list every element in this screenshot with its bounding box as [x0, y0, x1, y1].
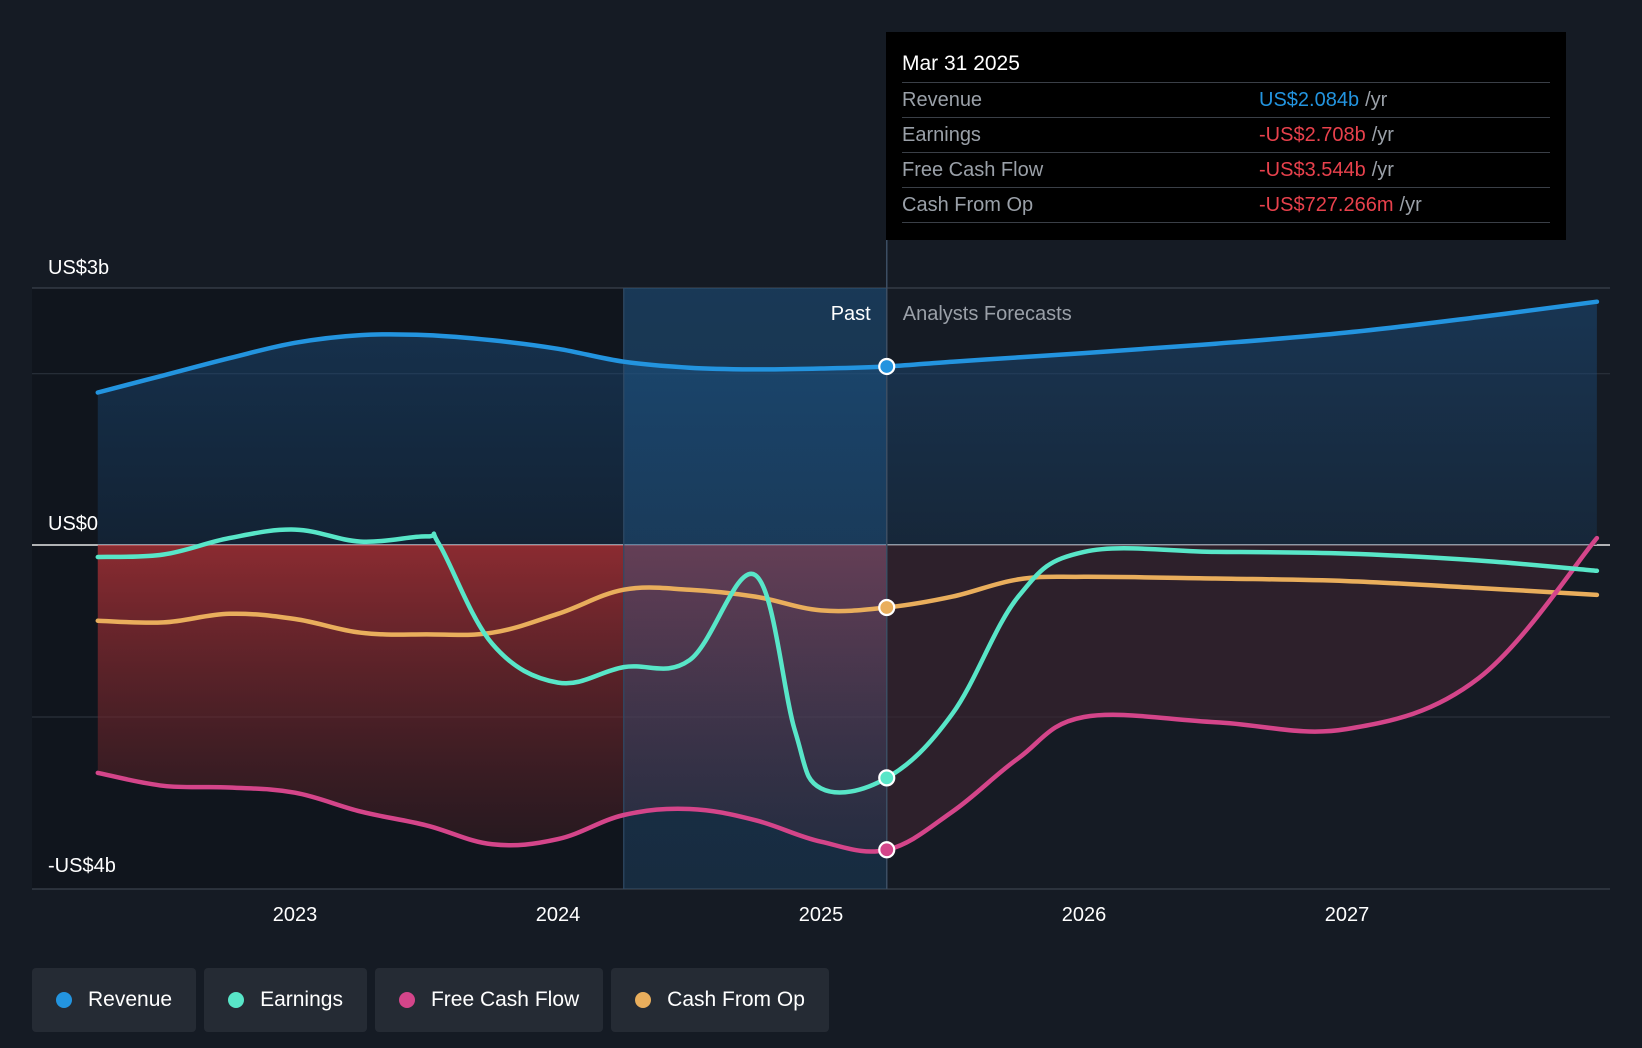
tooltip-row-revenue: Revenue US$2.084b /yr: [902, 82, 1550, 117]
legend: Revenue Earnings Free Cash Flow Cash Fro…: [32, 968, 829, 1032]
y-tick-label-zero: US$0: [48, 513, 98, 535]
analysts-forecasts-label: Analysts Forecasts: [903, 303, 1072, 325]
y-tick-label-top: US$3b: [48, 257, 109, 279]
x-tick-label-2026: 2026: [1062, 904, 1107, 926]
legend-label: Free Cash Flow: [430, 988, 580, 1011]
legend-label: Cash From Op: [667, 988, 805, 1011]
tooltip-row-unit: /yr: [1365, 89, 1388, 111]
legend-item-cash-from-op[interactable]: Cash From Op: [611, 968, 829, 1032]
tooltip-row-label: Cash From Op: [902, 194, 1034, 216]
legend-dot-icon: [398, 992, 415, 1008]
legend-dot-icon: [228, 992, 245, 1008]
tooltip-row-unit: /yr: [1371, 124, 1394, 146]
tooltip-row-label: Free Cash Flow: [902, 159, 1044, 181]
earnings-marker: [878, 769, 896, 787]
legend-label: Earnings: [260, 988, 343, 1011]
cash-from-op-marker: [878, 598, 896, 617]
tooltip-row-free-cash-flow: Free Cash Flow -US$3.544b /yr: [902, 152, 1550, 187]
tooltip-row-value: US$2.084b: [1259, 89, 1360, 111]
x-tick-label-2023: 2023: [273, 904, 318, 926]
tooltip-panel: Mar 31 2025 Revenue US$2.084b /yr Earnin…: [886, 32, 1566, 240]
tooltip-row-value: -US$2.708b: [1259, 124, 1366, 146]
legend-dot-icon: [56, 992, 72, 1008]
tooltip-row-label: Revenue: [902, 89, 983, 111]
tooltip-row-value: -US$727.266m: [1259, 194, 1394, 216]
earnings-line: [95, 527, 1600, 795]
tooltip-row-unit: /yr: [1399, 194, 1422, 216]
tooltip-row-cash-from-op: Cash From Op -US$727.266m /yr: [902, 187, 1550, 223]
x-tick-label-2027: 2027: [1325, 904, 1370, 926]
series-lines: [95, 299, 1600, 854]
value-markers: [878, 357, 896, 859]
tooltip-row-earnings: Earnings -US$2.708b /yr: [902, 117, 1550, 152]
negative-area-forecast: [886, 538, 1597, 850]
legend-dot-icon: [635, 992, 652, 1008]
y-tick-label-bottom: -US$4b: [48, 855, 116, 877]
free-cash-flow-line: [95, 535, 1600, 854]
revenue-line: [95, 299, 1600, 395]
free-cash-flow-marker: [878, 841, 896, 859]
x-tick-label-2024: 2024: [536, 904, 581, 926]
tooltip-date: Mar 31 2025: [902, 52, 1020, 75]
cash-from-op-line: [95, 574, 1600, 638]
legend-item-revenue[interactable]: Revenue: [32, 968, 197, 1032]
x-tick-label-2025: 2025: [799, 904, 844, 926]
legend-label: Revenue: [88, 988, 173, 1011]
tooltip-row-label: Earnings: [902, 124, 981, 146]
past-label: Past: [831, 303, 871, 325]
legend-item-free-cash-flow[interactable]: Free Cash Flow: [374, 968, 604, 1032]
revenue-marker: [878, 357, 896, 376]
tooltip-row-value: -US$3.544b: [1259, 159, 1366, 181]
tooltip-row-unit: /yr: [1371, 159, 1394, 181]
legend-item-earnings[interactable]: Earnings: [204, 968, 367, 1032]
